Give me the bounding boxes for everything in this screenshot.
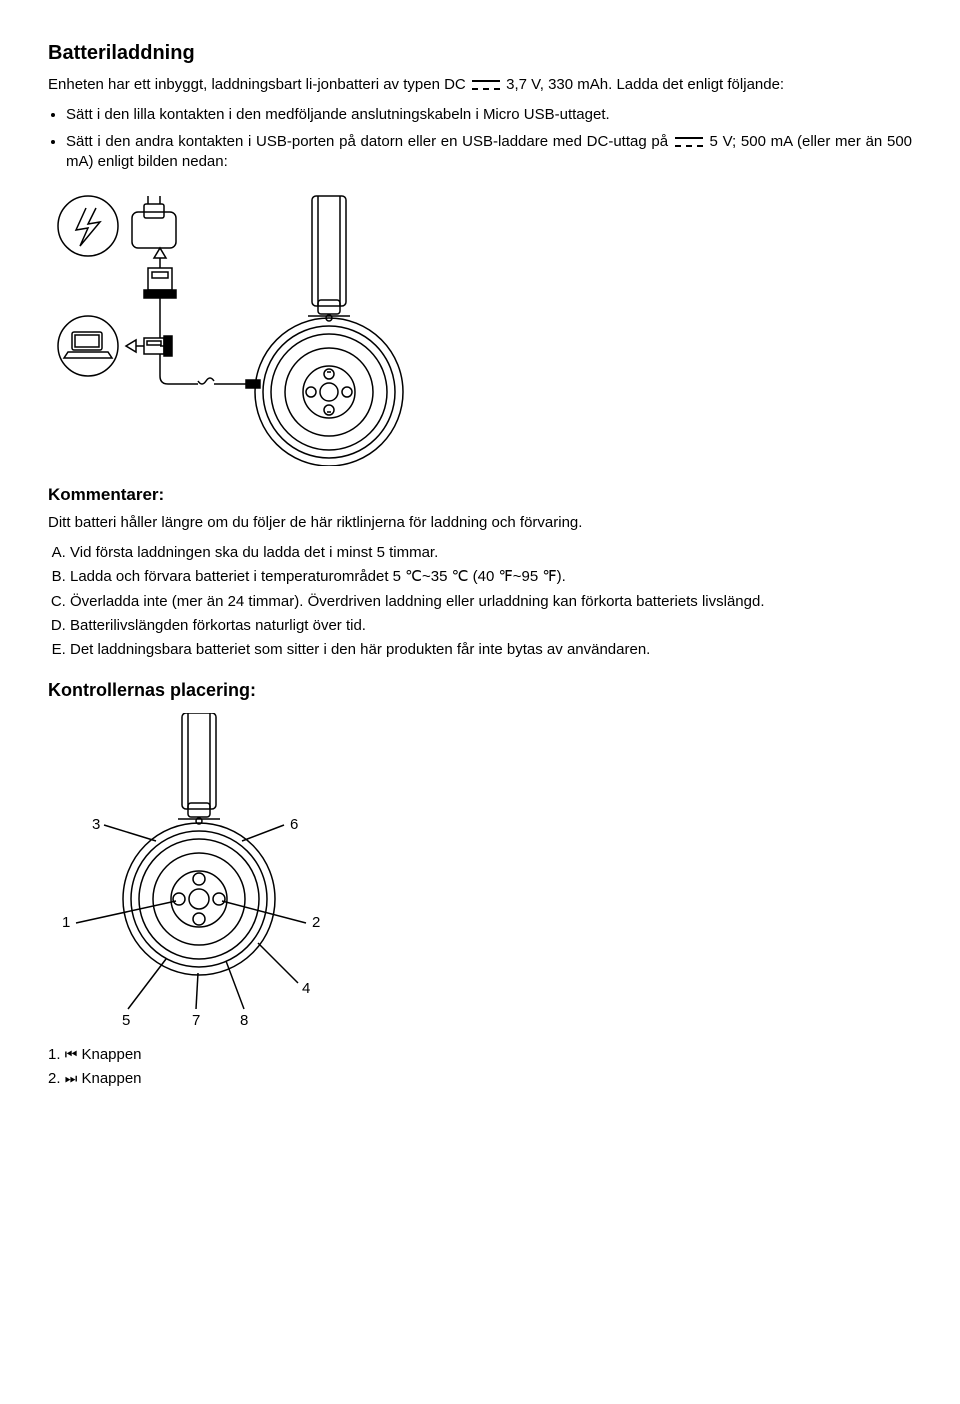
comment-d: Batterilivslängden förkortas naturligt ö…	[70, 616, 912, 636]
battery-intro-before: Enheten har ett inbyggt, laddningsbart l…	[48, 76, 466, 93]
bullet-2: Sätt i den andra kontakten i USB-porten …	[66, 132, 912, 173]
prev-icon: ⏮	[65, 1046, 78, 1062]
controls-diagram: 3 6 1 2 5 7 8 4	[48, 713, 912, 1033]
comment-c: Överladda inte (mer än 24 timmar). Överd…	[70, 592, 912, 612]
battery-intro: Enheten har ett inbyggt, laddningsbart l…	[48, 75, 912, 95]
control-2-number: 2.	[48, 1070, 61, 1087]
dc-symbol-icon	[472, 79, 500, 91]
battery-charging-title: Batteriladdning	[48, 40, 912, 67]
label-7: 7	[192, 1012, 200, 1029]
battery-bullets: Sätt i den lilla kontakten i den medfölj…	[48, 105, 912, 172]
dc-symbol-icon	[675, 136, 703, 148]
comment-a: Vid första laddningen ska du ladda det i…	[70, 543, 912, 563]
control-item-1: 1. ⏮ Knappen	[48, 1045, 912, 1065]
label-2: 2	[312, 914, 320, 931]
comments-title: Kommentarer:	[48, 484, 912, 507]
battery-intro-after: 3,7 V, 330 mAh. Ladda det enligt följand…	[506, 76, 784, 93]
next-icon: ⏭	[65, 1070, 78, 1086]
label-6: 6	[290, 816, 298, 833]
comment-e: Det laddningsbara batteriet som sitter i…	[70, 640, 912, 660]
bullet-2-before: Sätt i den andra kontakten i USB-porten …	[66, 133, 668, 150]
control-1-text: Knappen	[81, 1046, 141, 1063]
label-3: 3	[92, 816, 100, 833]
label-5: 5	[122, 1012, 130, 1029]
bullet-1: Sätt i den lilla kontakten i den medfölj…	[66, 105, 912, 125]
charging-diagram	[48, 186, 912, 466]
control-2-text: Knappen	[81, 1070, 141, 1087]
comments-intro: Ditt batteri håller längre om du följer …	[48, 513, 912, 533]
comment-b: Ladda och förvara batteriet i temperatur…	[70, 567, 912, 587]
label-8: 8	[240, 1012, 248, 1029]
control-1-number: 1.	[48, 1046, 61, 1063]
comments-list: Vid första laddningen ska du ladda det i…	[48, 543, 912, 660]
control-item-2: 2. ⏭ Knappen	[48, 1069, 912, 1089]
label-4: 4	[302, 980, 310, 997]
controls-title: Kontrollernas placering:	[48, 678, 912, 702]
label-1: 1	[62, 914, 70, 931]
controls-list: 1. ⏮ Knappen 2. ⏭ Knappen	[48, 1045, 912, 1090]
